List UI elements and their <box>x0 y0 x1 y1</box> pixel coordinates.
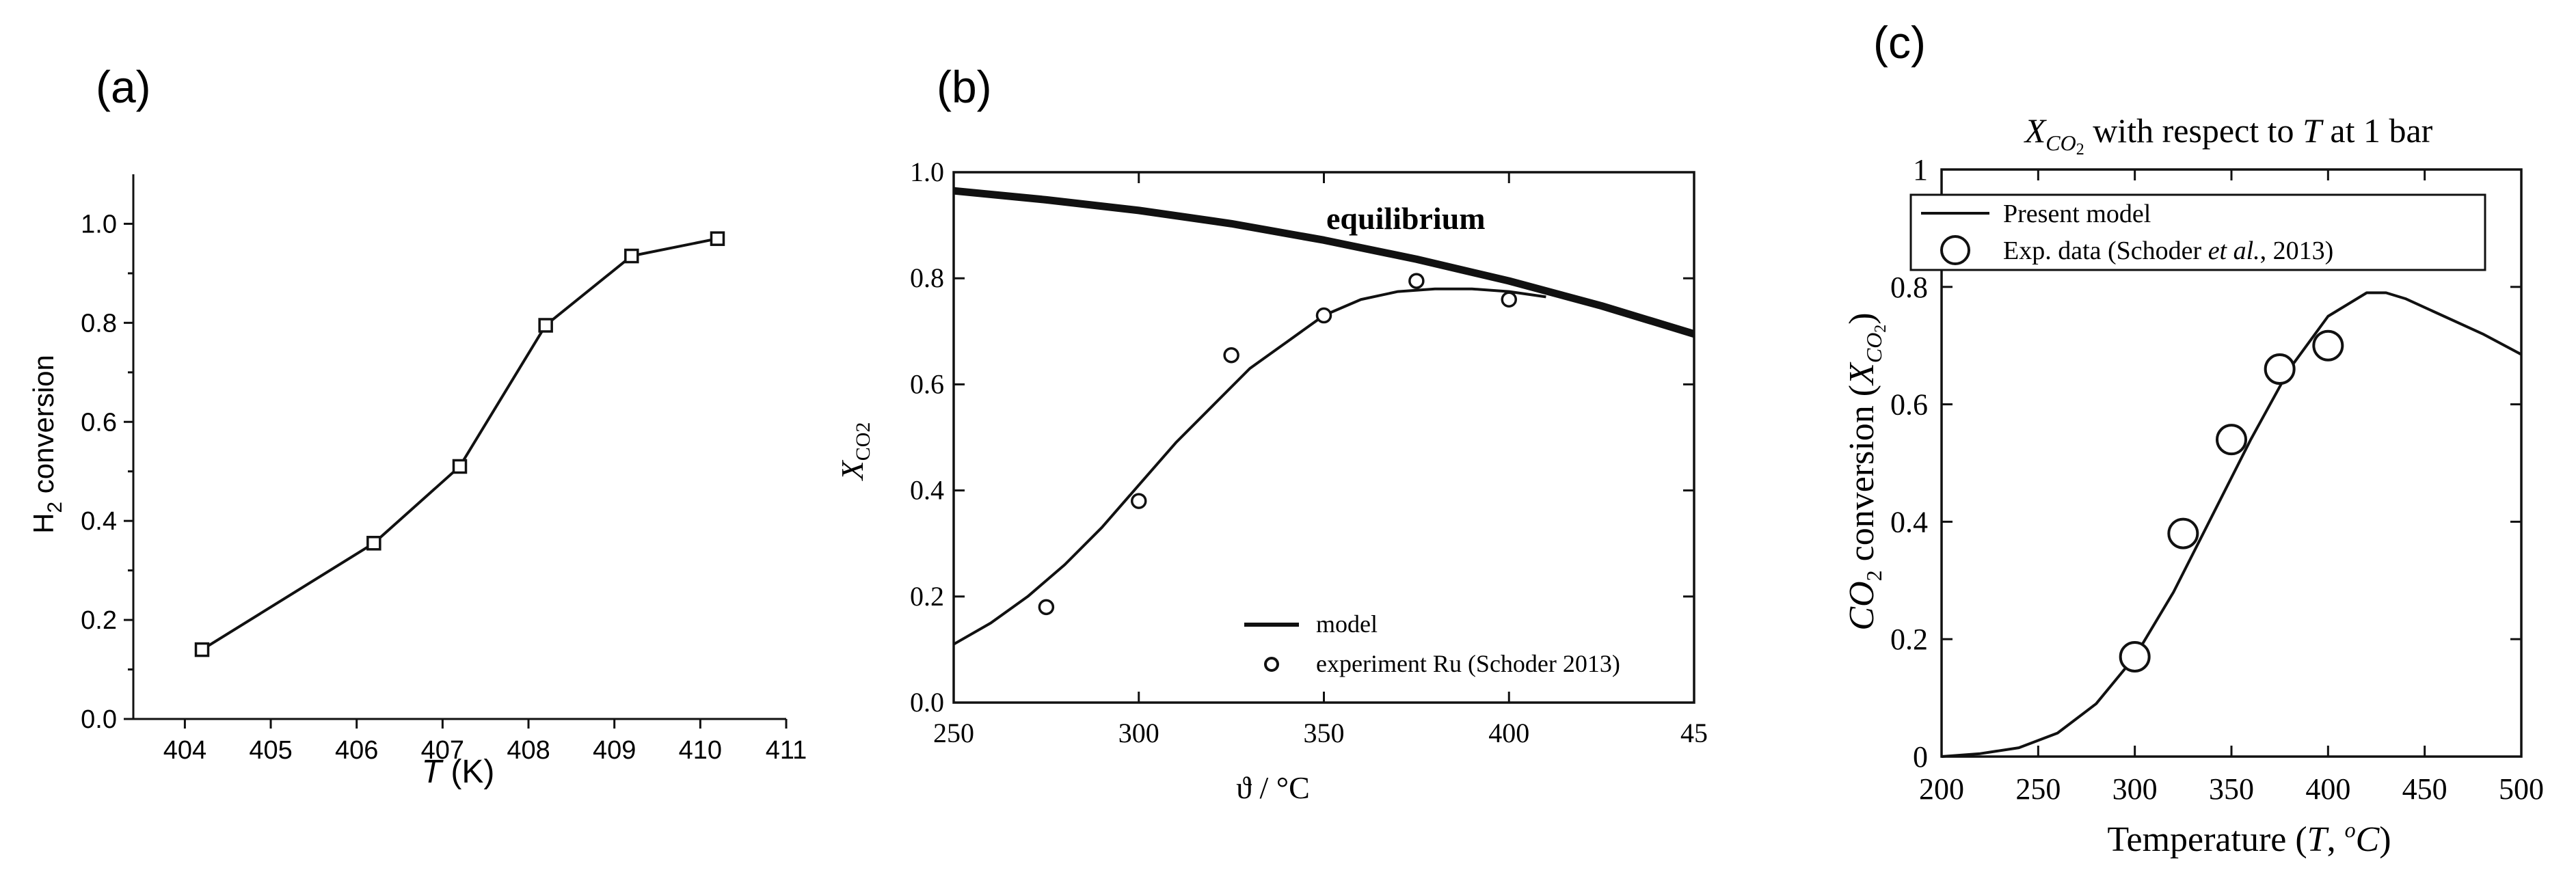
panel-a-data-point <box>538 318 553 333</box>
panel-b-x-tick-label: 300 <box>1118 718 1159 748</box>
panel-c-y-tick-label: 0 <box>1913 740 1928 774</box>
panel-a-y-tick-label: 0.0 <box>81 705 117 734</box>
panel-c-y-tick-label: 0.8 <box>1890 271 1928 304</box>
panel-c-xlabel: Temperature (T, oC) <box>2107 817 2391 859</box>
panel-b-y-tick-label: 0.0 <box>910 687 944 718</box>
panel-b-ylabel: XCO2 <box>835 422 874 482</box>
panel-a-data-point <box>366 536 381 551</box>
panel-b-xlabel: ϑ / °C <box>1236 770 1310 805</box>
panel-b-experiment-point <box>1315 307 1332 324</box>
panel-b-legend-experiment-label: experiment Ru (Schoder 2013) <box>1316 650 1620 677</box>
panel-b-y-tick-label: 0.6 <box>910 368 944 399</box>
panel-b-x-tick-label: 400 <box>1488 718 1529 748</box>
panel-b-experiment-point <box>1131 493 1147 509</box>
panel-b: (b) 250 300 350 400 45 0.0 0.2 0.4 0.6 0.8 1.0 ϑ /… <box>835 62 1708 805</box>
panel-b-x-tick-label: 350 <box>1304 718 1345 748</box>
panel-a-y-tick-label: 0.2 <box>81 606 117 635</box>
panel-b-legend-experiment-swatch <box>1264 657 1279 672</box>
panel-a-y-tick-label: 0.4 <box>81 507 117 536</box>
panel-b-axes: 250 300 350 400 45 0.0 0.2 0.4 0.6 0.8 1.0 <box>910 157 1708 748</box>
panel-a-y-tick-label: 0.6 <box>81 408 117 437</box>
panel-a-y-tick-label: 0.8 <box>81 309 117 338</box>
panel-c-x-tick-label: 250 <box>2015 772 2061 806</box>
panel-b-y-tick-label: 1.0 <box>910 157 944 187</box>
panel-b-y-tick-label: 0.8 <box>910 262 944 293</box>
panel-c-title: XCO2 with respect to T at 1 bar <box>2024 111 2433 159</box>
panel-a-axes: 404 405 406 407 408 409 410 411 0.0 0.2 0.4 0.6 0.8 1… <box>81 174 807 765</box>
panel-a-xlabel: T (K) <box>422 754 495 790</box>
panel-a-x-tick-label: 410 <box>679 736 722 765</box>
panel-a-data-point <box>710 231 725 246</box>
panel-c-experiment-point <box>2264 353 2296 385</box>
panel-b-x-tick-label: 45 <box>1680 718 1708 748</box>
panel-a-series-line <box>201 237 718 651</box>
panel-c-x-tick-label: 350 <box>2209 772 2254 806</box>
panel-c-experiment-point <box>2119 640 2151 673</box>
panel-c-y-tick-label: 0.2 <box>1890 623 1928 656</box>
panel-a-y-tick-label: 1.0 <box>81 210 117 239</box>
panel-c-x-tick-label: 400 <box>2305 772 2350 806</box>
panel-a-data-point <box>194 642 210 657</box>
panel-b-plot-frame <box>952 171 1695 704</box>
panel-b-label: (b) <box>937 62 992 112</box>
panel-c-experiment-point <box>2216 424 2247 456</box>
panel-b-y-tick-label: 0.2 <box>910 581 944 612</box>
panel-a-x-tick-label: 408 <box>507 736 550 765</box>
panel-a-x-tick-label: 407 <box>421 736 464 765</box>
panel-b-experiment-point <box>1038 599 1055 616</box>
panel-c-x-tick-label: 200 <box>1919 772 1964 806</box>
panel-c-model-line <box>1941 291 2522 758</box>
panel-b-experiment-point <box>1223 347 1239 364</box>
panel-c-legend-model-label: Present model <box>2003 200 2151 228</box>
panel-c-x-tick-label: 450 <box>2402 772 2447 806</box>
panel-b-experiment-point <box>1501 291 1517 308</box>
panel-a-x-tick-label: 406 <box>335 736 378 765</box>
panel-c-experiment-point <box>2167 517 2199 549</box>
panel-a-x-tick-label: 404 <box>163 736 206 765</box>
panel-a-label: (a) <box>96 62 151 112</box>
panel-c-plot-frame <box>1940 168 2523 758</box>
panel-a: (a) 404 405 406 407 408 409 410 411 0.0 0.2 0.4 0.6… <box>27 62 807 790</box>
panel-c-legend-exp-label: Exp. data (Schoder et al., 2013) <box>2003 236 2333 265</box>
panel-b-y-tick-label: 0.4 <box>910 475 944 506</box>
panel-b-equilibrium-line <box>954 187 1694 338</box>
panel-a-x-tick-label: 405 <box>249 736 292 765</box>
panel-c-legend: Present model Exp. data (Schoder et al.,… <box>1909 193 2486 271</box>
panel-c-y-tick-label: 0.6 <box>1890 388 1928 422</box>
panel-c-ylabel: CO2 conversion (XCO2) <box>1842 312 1890 630</box>
panel-a-x-tick-label: 409 <box>593 736 636 765</box>
panel-c-x-tick-label: 500 <box>2499 772 2544 806</box>
panel-c-x-tick-label: 300 <box>2112 772 2158 806</box>
panel-c: (c) XCO2 with respect to T at 1 bar 200 2… <box>1842 17 2544 859</box>
panel-a-x-tick-label: 411 <box>766 736 807 765</box>
panel-c-legend-box <box>1909 193 2486 271</box>
panel-b-legend-model-label: model <box>1316 610 1378 638</box>
panel-c-legend-exp-swatch <box>1940 235 1970 265</box>
panel-c-axes: 200 250 300 350 400 450 500 0 0.2 0.4 0.6 0.8 1 <box>1890 153 2544 806</box>
panel-b-model-line <box>954 287 1546 646</box>
panel-b-legend: model experiment Ru (Schoder 2013) <box>1244 610 1620 677</box>
panel-a-data-point <box>452 459 468 474</box>
panel-c-label: (c) <box>1873 17 1926 68</box>
panel-a-data-point <box>624 248 639 264</box>
panel-c-experiment-point <box>2312 329 2344 362</box>
panel-b-equilibrium-annotation: equilibrium <box>1326 201 1486 236</box>
panel-c-y-tick-label: 0.4 <box>1890 505 1928 539</box>
panel-b-x-tick-label: 250 <box>933 718 974 748</box>
panel-b-experiment-point <box>1408 273 1425 289</box>
panel-c-y-tick-label: 1 <box>1913 153 1928 187</box>
panel-a-ylabel: H2 conversion <box>27 355 66 534</box>
